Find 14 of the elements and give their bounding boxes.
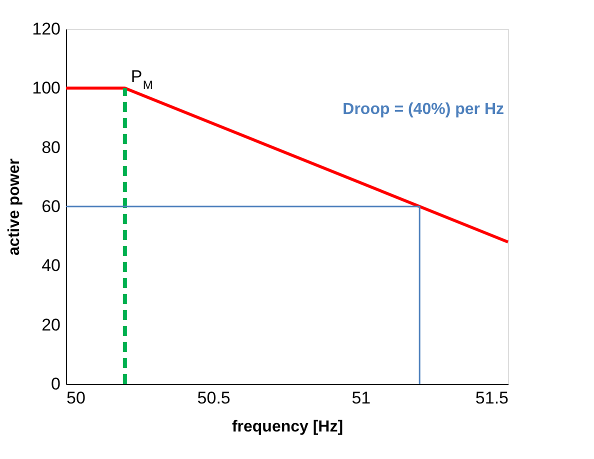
y-tick-label: 60 xyxy=(42,197,60,216)
x-tick-label: 50.5 xyxy=(197,388,230,408)
x-tick-label: 51.5 xyxy=(475,388,508,408)
x-tick-label: 51 xyxy=(352,388,371,408)
y-tick-label: 100 xyxy=(32,78,60,98)
y-tick-label: 0 xyxy=(51,374,60,394)
y-axis-title: active power xyxy=(6,158,24,256)
y-tick-label: 120 xyxy=(32,20,60,38)
x-axis-title: frequency [Hz] xyxy=(232,418,344,436)
y-tick-label: 40 xyxy=(42,256,60,276)
x-tick-label: 50 xyxy=(66,388,86,408)
annotation: Droop = (40%) per Hz xyxy=(342,101,504,118)
y-tick-label: 20 xyxy=(42,315,60,334)
y-tick-label: 80 xyxy=(42,138,60,157)
